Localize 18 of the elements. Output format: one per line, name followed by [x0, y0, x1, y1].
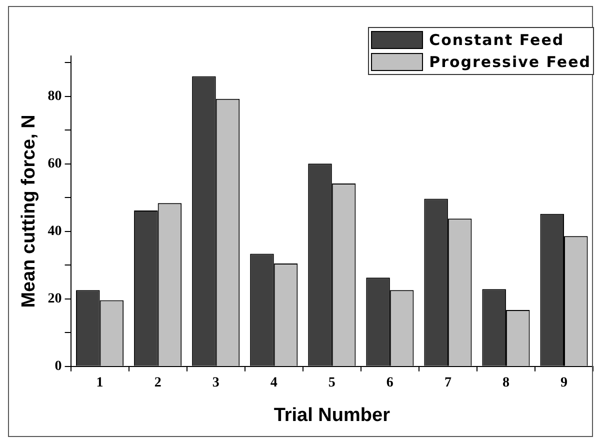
x-tick-label: 1 — [96, 375, 104, 390]
x-tick-label: 9 — [560, 375, 568, 390]
y-tick-label: 80 — [48, 89, 62, 104]
x-tick-label: 5 — [328, 375, 336, 390]
x-tick-label: 6 — [386, 375, 394, 390]
x-tick-label: 4 — [270, 375, 278, 390]
y-tick-label: 0 — [54, 359, 62, 374]
x-tick-label: 3 — [212, 375, 220, 390]
x-tick-label: 2 — [154, 375, 162, 390]
legend-label: Progressive Feed — [429, 53, 591, 71]
x-tick-label: 8 — [502, 375, 510, 390]
legend-label: Constant Feed — [429, 31, 564, 49]
x-tick-label: 7 — [444, 375, 452, 390]
x-axis-title: Trial Number — [274, 404, 391, 426]
y-axis-title: Mean cutting force, N — [18, 114, 40, 308]
y-tick-label: 60 — [48, 156, 62, 172]
y-tick-label: 20 — [48, 292, 62, 307]
y-tick-label: 40 — [48, 224, 62, 240]
